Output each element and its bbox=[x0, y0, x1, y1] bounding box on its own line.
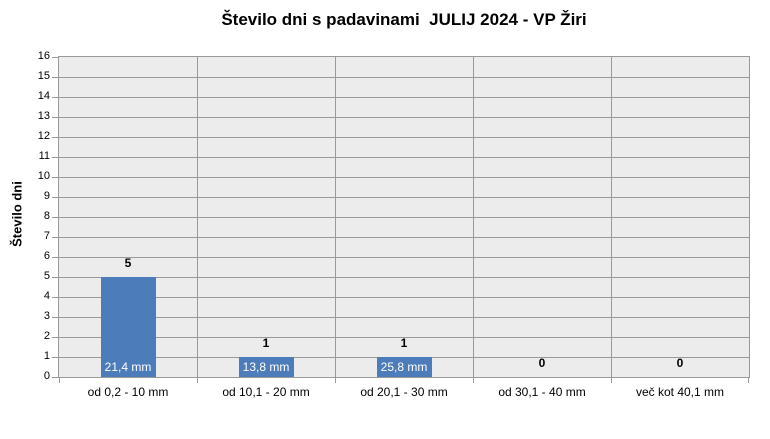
gridline-horizontal bbox=[59, 197, 749, 198]
gridline-horizontal bbox=[59, 77, 749, 78]
gridline-horizontal bbox=[59, 257, 749, 258]
gridline-horizontal bbox=[59, 177, 749, 178]
x-category-label: od 0,2 - 10 mm bbox=[87, 385, 169, 399]
bar-inner-label: 13,8 mm bbox=[242, 360, 290, 374]
y-tick-mark bbox=[52, 277, 58, 278]
y-tick-label: 5 bbox=[43, 270, 50, 282]
bar-value-label: 5 bbox=[124, 256, 132, 270]
y-tick-mark bbox=[52, 217, 58, 218]
bar bbox=[239, 357, 294, 377]
y-tick-label: 4 bbox=[43, 290, 50, 302]
y-tick-mark bbox=[52, 117, 58, 118]
y-tick-mark bbox=[52, 377, 58, 378]
gridline-horizontal bbox=[59, 157, 749, 158]
gridline-horizontal bbox=[59, 117, 749, 118]
gridline-horizontal bbox=[59, 137, 749, 138]
plot-area: 5 21,4 mm 1 13,8 mm 1 25,8 mm 0 0 bbox=[58, 56, 750, 378]
gridline-horizontal bbox=[59, 297, 749, 298]
y-tick-label: 2 bbox=[43, 330, 50, 342]
bar-value-label: 0 bbox=[538, 356, 546, 370]
y-tick-mark bbox=[52, 297, 58, 298]
x-tick-mark bbox=[197, 378, 198, 383]
y-tick-mark bbox=[52, 77, 58, 78]
bar bbox=[377, 357, 432, 377]
x-tick-mark bbox=[748, 378, 749, 383]
bar-value-label: 1 bbox=[400, 336, 408, 350]
x-tick-mark bbox=[59, 378, 60, 383]
y-tick-mark bbox=[52, 137, 58, 138]
y-tick-label: 12 bbox=[37, 130, 50, 142]
bar-value-label: 0 bbox=[676, 356, 684, 370]
y-axis-tick-labels: 0 1 2 3 4 5 6 7 8 9 10 11 12 13 14 15 16 bbox=[0, 50, 50, 382]
y-tick-label: 13 bbox=[37, 110, 50, 122]
gridline-vertical bbox=[335, 57, 336, 377]
gridline-horizontal bbox=[59, 317, 749, 318]
y-tick-label: 1 bbox=[43, 350, 50, 362]
x-category-label: več kot 40,1 mm bbox=[635, 385, 725, 399]
x-category-label: od 20,1 - 30 mm bbox=[360, 385, 448, 399]
chart-title: Število dni s padavinami JULIJ 2024 - VP… bbox=[221, 10, 587, 29]
bar-value-label: 1 bbox=[262, 336, 270, 350]
y-tick-label: 3 bbox=[43, 310, 50, 322]
gridline-horizontal bbox=[59, 97, 749, 98]
y-tick-mark bbox=[52, 317, 58, 318]
y-tick-mark bbox=[52, 337, 58, 338]
x-tick-mark bbox=[611, 378, 612, 383]
y-tick-label: 7 bbox=[43, 230, 50, 242]
gridline-vertical bbox=[473, 57, 474, 377]
y-tick-mark bbox=[52, 257, 58, 258]
y-tick-mark bbox=[52, 197, 58, 198]
y-tick-label: 14 bbox=[37, 90, 50, 102]
gridline-horizontal bbox=[59, 237, 749, 238]
y-tick-label: 10 bbox=[37, 170, 50, 182]
y-tick-mark bbox=[52, 57, 58, 58]
gridline-horizontal bbox=[59, 337, 749, 338]
x-tick-mark bbox=[473, 378, 474, 383]
x-category-label: od 30,1 - 40 mm bbox=[498, 385, 586, 399]
bar bbox=[101, 277, 156, 377]
y-tick-mark bbox=[52, 157, 58, 158]
y-tick-mark bbox=[52, 357, 58, 358]
y-tick-label: 15 bbox=[37, 70, 50, 82]
bar-inner-label: 21,4 mm bbox=[104, 360, 152, 374]
x-axis-tick-marks bbox=[59, 378, 749, 383]
bar-inner-label: 25,8 mm bbox=[380, 360, 428, 374]
y-tick-label: 11 bbox=[38, 150, 50, 162]
y-tick-label: 6 bbox=[43, 250, 50, 262]
y-tick-label: 8 bbox=[43, 210, 50, 222]
gridline-vertical bbox=[197, 57, 198, 377]
y-tick-mark bbox=[52, 177, 58, 178]
y-tick-label: 0 bbox=[43, 370, 50, 382]
y-axis-tick-marks bbox=[52, 57, 58, 378]
y-tick-mark bbox=[52, 97, 58, 98]
y-tick-label: 16 bbox=[37, 50, 50, 62]
gridline-horizontal bbox=[59, 217, 749, 218]
x-category-label: od 10,1 - 20 mm bbox=[222, 385, 310, 399]
y-tick-label: 9 bbox=[43, 190, 50, 202]
y-tick-mark bbox=[52, 237, 58, 238]
x-tick-mark bbox=[335, 378, 336, 383]
gridline-horizontal bbox=[59, 277, 749, 278]
gridline-vertical bbox=[611, 57, 612, 377]
